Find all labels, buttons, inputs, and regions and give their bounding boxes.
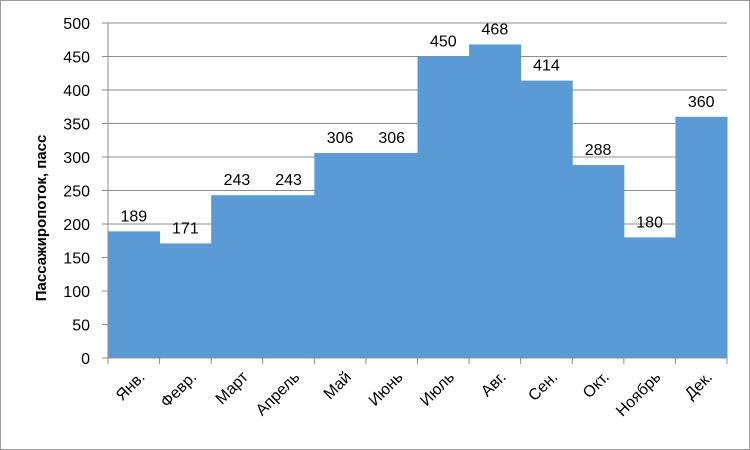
x-tick-label: Дек. <box>682 369 716 403</box>
data-label: 306 <box>327 130 354 147</box>
x-tick-label: Июнь <box>366 369 407 410</box>
x-tick-label: Сен. <box>525 369 561 405</box>
x-tick-label: Июль <box>417 369 458 410</box>
x-tick-label: Янв. <box>113 369 149 405</box>
axes <box>107 23 728 364</box>
bar-1 <box>108 231 161 358</box>
data-label: 171 <box>172 220 199 237</box>
data-label: 360 <box>688 94 715 111</box>
data-label: 243 <box>224 172 251 189</box>
x-tick-label: Апрель <box>253 369 303 419</box>
x-tick-label: Май <box>321 369 355 403</box>
bar-5 <box>314 152 367 358</box>
x-tick-label: Авг. <box>478 369 509 400</box>
bar-8 <box>469 44 522 358</box>
bar-4 <box>262 195 315 358</box>
data-labels: 189 171 243 243 306 306 450 468 414 288 180 360 <box>120 21 714 237</box>
y-tick-label: 50 <box>72 318 90 335</box>
data-label: 180 <box>636 214 663 231</box>
bar-10 <box>572 165 625 358</box>
bar-2 <box>159 243 212 358</box>
y-tick-label: 450 <box>63 50 90 67</box>
x-tick-label: Окт. <box>580 369 613 402</box>
data-label: 288 <box>585 142 612 159</box>
bar-6 <box>365 152 418 358</box>
y-tick-label: 100 <box>63 284 90 301</box>
bar-7 <box>417 56 470 358</box>
y-tick-label: 400 <box>63 83 90 100</box>
y-tick-label: 250 <box>63 184 90 201</box>
y-tick-label: 300 <box>63 150 90 167</box>
bar-9 <box>520 80 573 359</box>
x-tick-label: Март <box>213 368 253 408</box>
y-tick-label: 0 <box>81 351 90 368</box>
y-tick-label: 350 <box>63 117 90 134</box>
x-tick-label: Февр. <box>158 369 200 411</box>
data-label: 243 <box>275 172 302 189</box>
data-label: 468 <box>482 21 509 38</box>
y-tick-label: 150 <box>63 251 90 268</box>
y-axis-title: Пассажиропоток, пасс <box>33 135 50 302</box>
x-tick-labels: Янв. Февр. Март Апрель Май Июнь Июль Авг. Сен. Ок… <box>113 368 716 420</box>
y-tick-label: 200 <box>63 217 90 234</box>
y-tick-labels: 0 50 100 150 200 250 300 350 400 450 500 <box>63 16 90 368</box>
data-label: 414 <box>533 58 560 75</box>
data-label: 450 <box>430 34 457 51</box>
y-tick-label: 500 <box>63 16 90 33</box>
data-label: 306 <box>378 130 405 147</box>
bars <box>108 44 728 359</box>
x-tick-label: Ноябрь <box>613 369 664 420</box>
bar-11 <box>623 237 676 358</box>
data-label: 189 <box>120 208 147 225</box>
bar-12 <box>675 116 728 358</box>
bar-3 <box>211 195 264 358</box>
